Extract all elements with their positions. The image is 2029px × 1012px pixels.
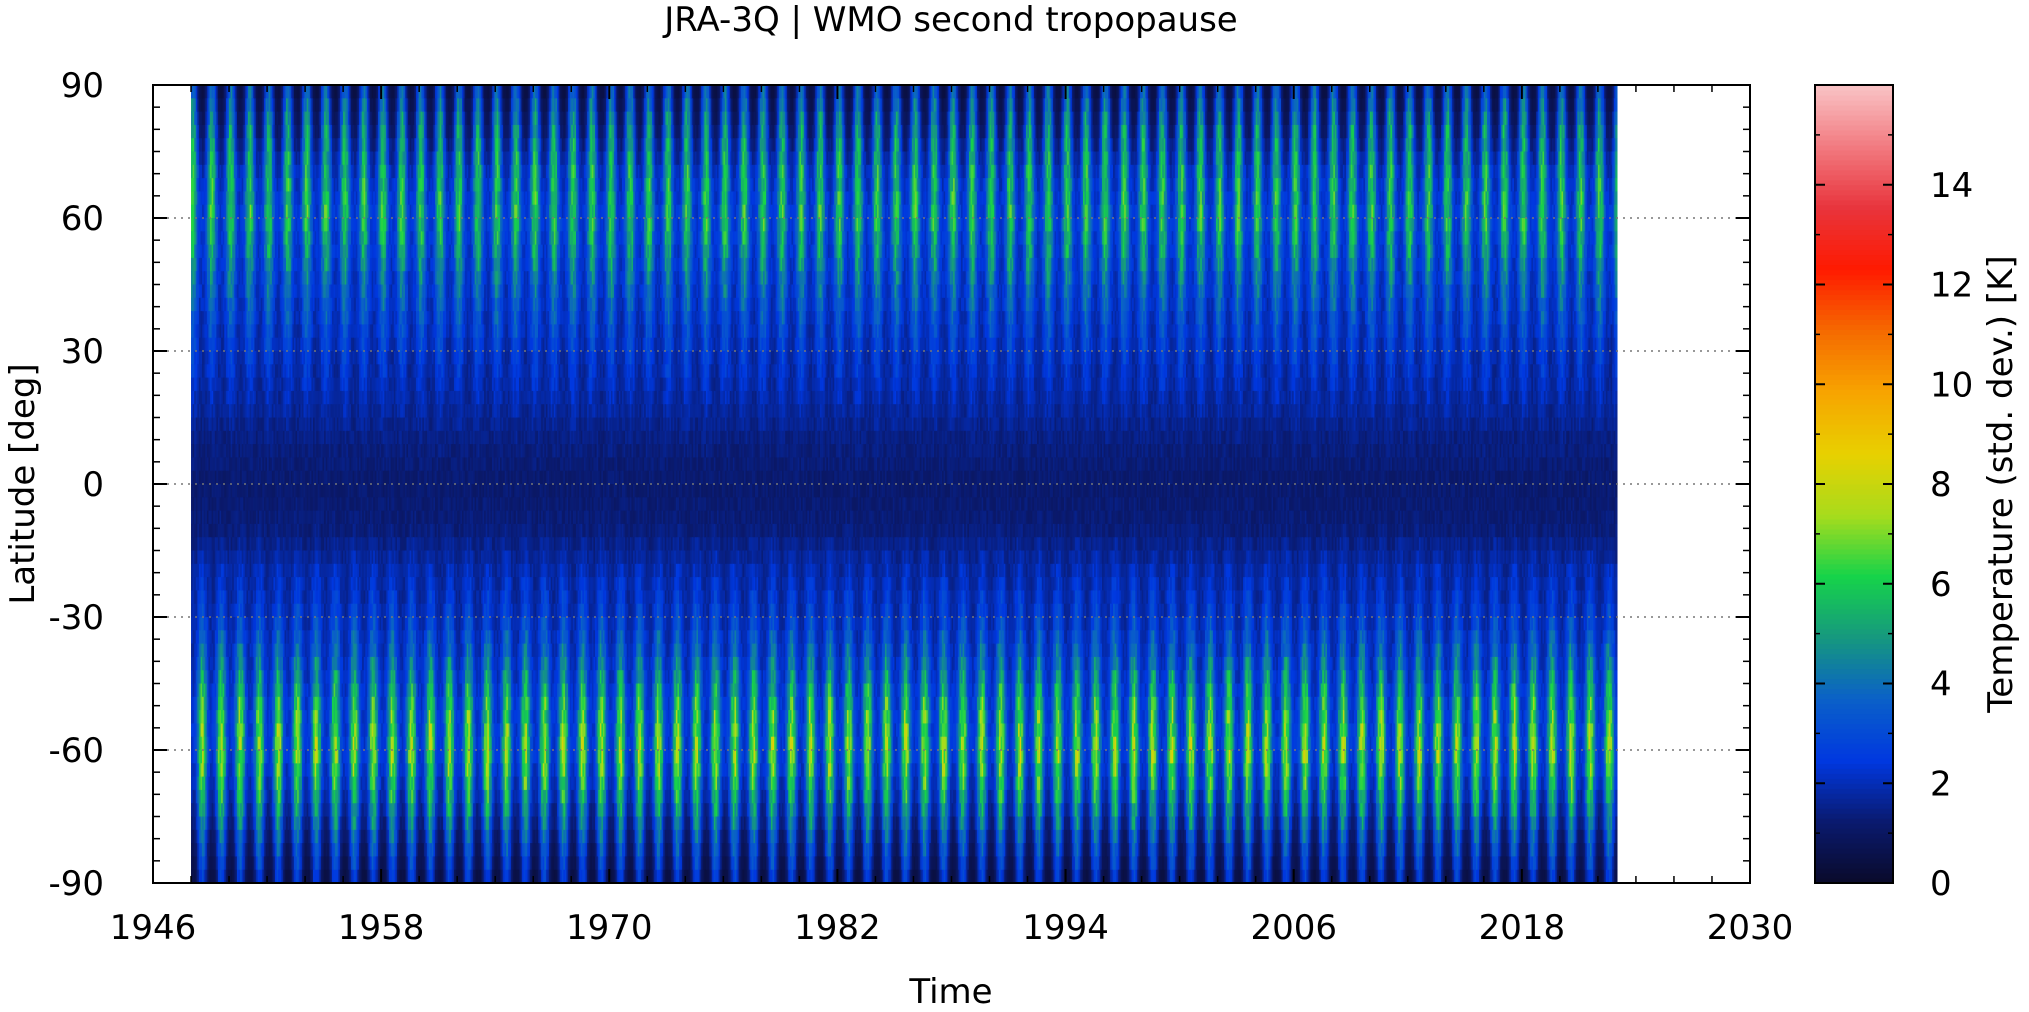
colorbar: 0 2 4 6 8 10 12 14 [1815,85,1973,904]
colorbar-tick-label: 0 [1930,864,1952,904]
colorbar-tick-label: 8 [1930,465,1952,505]
heatmap [191,85,1617,884]
y-axis-label: Latitude [deg] [3,363,43,604]
y-tick-label: 30 [61,332,104,372]
y-tick-label: 60 [61,199,104,239]
colorbar-gradient [1815,85,1893,884]
x-tick-label: 1970 [566,908,653,948]
x-tick-label: 2018 [1479,908,1566,948]
x-tick-label: 2030 [1707,908,1794,948]
x-tick-label: 1946 [110,908,197,948]
colorbar-tick-label: 14 [1930,166,1973,206]
x-tick-label: 1994 [1022,908,1109,948]
colorbar-tick-label: 10 [1930,365,1973,405]
colorbar-tick-label: 2 [1930,764,1952,804]
x-tick-label: 1982 [794,908,881,948]
x-axis-label: Time [908,972,992,1012]
colorbar-tick-label: 6 [1930,565,1952,605]
y-tick-label: 0 [82,465,104,505]
chart-title: JRA-3Q | WMO second tropopause [662,0,1237,40]
plot-area: 1946 1958 1970 1982 1994 2006 2018 2030 -90 -60 -… [48,66,1793,948]
x-tick-label: 2006 [1250,908,1337,948]
y-tick-label: 90 [61,66,104,106]
y-tick-label: -30 [48,598,104,638]
y-tick-label: -60 [48,731,104,771]
y-tick-label: -90 [48,864,104,904]
colorbar-tick-label: 12 [1930,266,1973,306]
colorbar-label: Temperature (std. dev.) [K] [1981,255,2021,713]
colorbar-tick-label: 4 [1930,665,1952,705]
x-tick-label: 1958 [338,908,425,948]
